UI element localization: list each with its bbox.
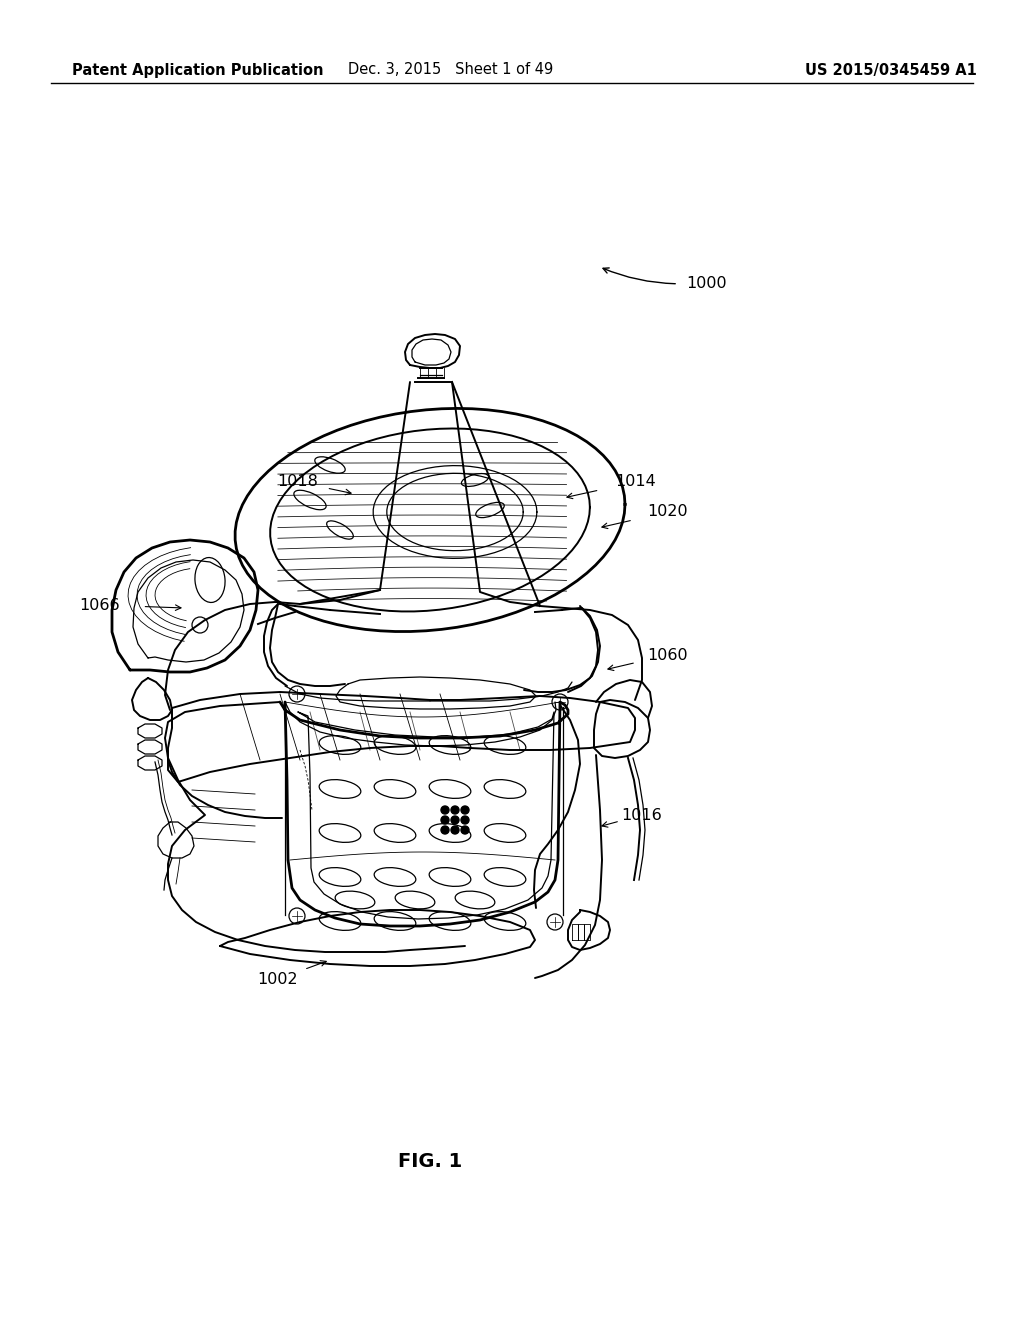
- Circle shape: [461, 807, 469, 814]
- Text: 1002: 1002: [258, 972, 298, 986]
- Circle shape: [441, 826, 449, 834]
- Circle shape: [451, 816, 459, 824]
- Text: Patent Application Publication: Patent Application Publication: [72, 62, 324, 78]
- Text: 1000: 1000: [686, 276, 727, 292]
- Text: US 2015/0345459 A1: US 2015/0345459 A1: [805, 62, 977, 78]
- Circle shape: [461, 826, 469, 834]
- Circle shape: [451, 807, 459, 814]
- Text: FIG. 1: FIG. 1: [398, 1152, 462, 1171]
- Text: 1066: 1066: [80, 598, 120, 612]
- Text: 1016: 1016: [622, 808, 663, 822]
- Circle shape: [441, 807, 449, 814]
- Text: 1020: 1020: [648, 504, 688, 520]
- Text: 1014: 1014: [615, 474, 656, 490]
- Circle shape: [441, 816, 449, 824]
- Text: Dec. 3, 2015   Sheet 1 of 49: Dec. 3, 2015 Sheet 1 of 49: [348, 62, 553, 78]
- Circle shape: [451, 826, 459, 834]
- Text: 1060: 1060: [648, 648, 688, 663]
- Circle shape: [461, 816, 469, 824]
- Text: 1018: 1018: [278, 474, 318, 490]
